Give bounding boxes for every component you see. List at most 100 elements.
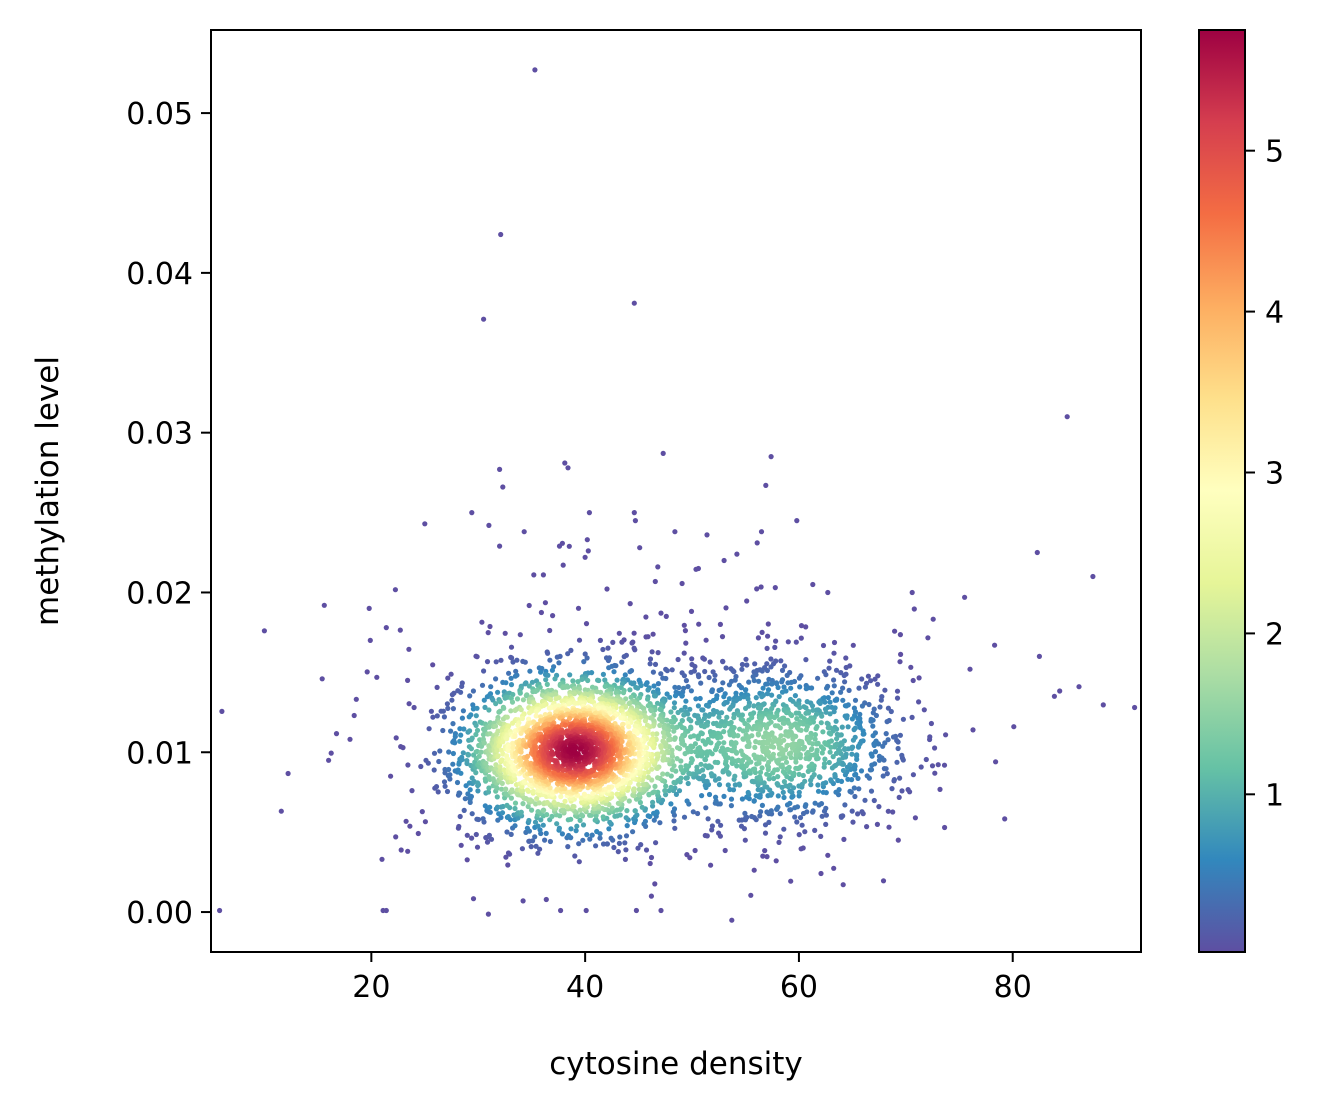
data-point: [560, 807, 566, 813]
data-point: [860, 731, 866, 737]
data-point: [791, 785, 797, 791]
data-point: [217, 907, 223, 914]
data-point: [522, 659, 528, 665]
data-point: [504, 714, 510, 720]
data-point: [779, 679, 785, 685]
data-point: [768, 664, 774, 670]
data-point: [701, 656, 708, 662]
data-point: [659, 797, 666, 803]
data-point: [526, 817, 532, 824]
data-point: [1064, 414, 1070, 420]
data-point: [594, 689, 600, 695]
data-point: [422, 521, 428, 527]
data-point: [627, 601, 633, 607]
data-point: [554, 821, 560, 827]
data-point: [485, 630, 491, 636]
data-point: [683, 775, 689, 781]
data-point: [626, 798, 632, 804]
data-point: [927, 736, 933, 743]
data-point: [510, 659, 516, 665]
data-point: [671, 705, 677, 711]
data-point: [657, 706, 663, 712]
data-point: [505, 850, 512, 856]
data-point: [474, 727, 481, 734]
data-point: [648, 708, 654, 714]
data-point: [437, 748, 443, 754]
data-point: [508, 759, 514, 765]
data-point: [615, 849, 621, 855]
data-point: [788, 685, 794, 691]
data-point: [543, 778, 549, 784]
data-point: [457, 813, 463, 820]
data-point: [796, 789, 802, 795]
data-point: [654, 731, 660, 737]
data-point: [707, 659, 713, 665]
data-point: [519, 715, 526, 722]
data-point: [465, 752, 472, 758]
data-point: [716, 830, 722, 836]
data-point: [587, 836, 593, 842]
data-point: [784, 672, 790, 679]
data-point: [418, 763, 424, 770]
data-point: [681, 650, 687, 656]
data-point: [583, 907, 589, 914]
data-point: [742, 837, 748, 843]
data-point: [831, 677, 837, 683]
data-point: [518, 809, 524, 815]
data-point: [788, 878, 794, 884]
colorbar-tick-label: 3: [1265, 456, 1284, 491]
data-point: [778, 733, 784, 739]
data-point: [663, 613, 669, 620]
data-point: [823, 805, 829, 811]
data-point: [777, 717, 783, 723]
data-point: [405, 762, 411, 768]
data-point: [880, 878, 887, 884]
data-point: [683, 640, 689, 646]
data-point: [448, 671, 454, 677]
data-point: [374, 674, 380, 680]
data-point: [823, 812, 830, 818]
data-point: [824, 685, 830, 691]
data-point: [744, 727, 750, 733]
data-point: [470, 896, 477, 902]
data-point: [834, 731, 840, 737]
data-point: [820, 642, 827, 649]
data-point: [366, 605, 372, 612]
data-point: [458, 732, 464, 738]
data-point: [701, 724, 708, 730]
data-point: [829, 765, 836, 771]
data-point: [775, 774, 781, 780]
data-point: [695, 703, 702, 709]
data-point: [671, 763, 677, 769]
data-point: [721, 694, 727, 700]
data-point: [393, 834, 399, 840]
data-point: [470, 688, 476, 694]
data-point: [884, 719, 890, 725]
y-tick-label: 0.05: [126, 97, 193, 132]
data-point: [772, 585, 778, 591]
data-point: [916, 699, 922, 705]
data-point: [524, 787, 531, 793]
data-point: [800, 721, 806, 727]
data-point: [529, 679, 536, 685]
data-point: [576, 637, 583, 643]
data-point: [648, 854, 655, 861]
data-point: [555, 801, 561, 807]
data-point: [512, 800, 519, 806]
data-point: [536, 800, 542, 806]
data-point: [831, 709, 837, 715]
data-point: [881, 766, 888, 772]
data-point: [605, 657, 612, 664]
colorbar-tick-label: 2: [1265, 617, 1284, 652]
data-point: [409, 788, 415, 794]
data-point: [749, 733, 755, 739]
data-point: [710, 711, 716, 717]
data-point: [842, 703, 849, 709]
data-point: [745, 692, 751, 698]
data-point: [604, 841, 610, 847]
data-point: [661, 725, 667, 731]
data-point: [911, 606, 917, 612]
data-point: [831, 650, 837, 656]
data-point: [1076, 684, 1082, 690]
data-point: [580, 822, 587, 828]
